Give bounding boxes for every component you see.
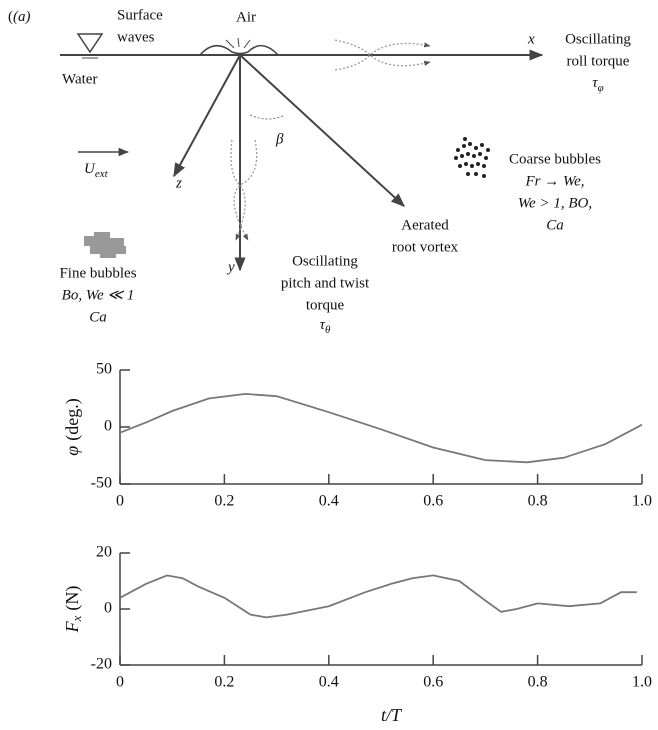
diagram-shapes (60, 33, 544, 272)
angle-label: β (275, 131, 284, 147)
x-tick-label: 1.0 (632, 493, 652, 510)
x-tick-label: 0.4 (319, 493, 339, 510)
pitch-torque-symbol: τθ (320, 317, 331, 335)
x-tick-label: 0 (116, 674, 124, 691)
y-tick-label: 50 (96, 361, 112, 378)
surface-waves-label: Surface (117, 7, 163, 23)
root-vortex-label: root vortex (392, 239, 459, 255)
roll-torque-label: Oscillating (565, 31, 631, 47)
coarse-bubbles-label: We > 1, BO, (518, 195, 592, 211)
x-axis-label: t/T (381, 705, 403, 725)
x-tick-label: 0.8 (528, 674, 548, 691)
x-tick-label: 0.2 (214, 493, 234, 510)
y-label-sub: x (69, 615, 84, 622)
y-label-symbol: φ (62, 446, 82, 456)
y-tick-label: 0 (104, 600, 112, 617)
panel-label: ((a) (8, 9, 31, 25)
roll-torque-label: roll torque (567, 53, 630, 69)
water-label: Water (62, 71, 97, 87)
data-line (119, 574, 637, 619)
y-label-unit: (N) (62, 586, 83, 611)
fine-bubbles-label: Bo, We ≪ 1 (62, 287, 135, 303)
y-tick-label: -50 (91, 475, 112, 492)
y-axis-label: Fx (N) (62, 586, 84, 634)
y-axis-label: φ (deg.) (62, 398, 83, 455)
x-tick-label: 0.2 (214, 674, 234, 691)
root-vortex-label: Aerated (401, 217, 449, 233)
axis-label: y (226, 259, 235, 275)
axis-label: z (175, 175, 182, 191)
x-tick-label: 1.0 (632, 674, 652, 691)
x-tick-label: 0.8 (528, 493, 548, 510)
fine-bubbles-label: Ca (89, 309, 107, 325)
roll-torque-symbol: τφ (592, 75, 603, 93)
axis-label: x (527, 31, 535, 47)
data-line (119, 392, 643, 464)
y-label-symbol: F (62, 620, 82, 633)
y-tick-label: 20 (96, 544, 112, 561)
surface-waves-label: waves (117, 29, 155, 45)
x-tick-label: 0.6 (423, 674, 443, 691)
coarse-bubbles-label: Coarse bubbles (509, 151, 601, 167)
fine-bubbles-label: Fine bubbles (59, 265, 136, 281)
air-label: Air (236, 9, 256, 25)
coarse-bubbles-label: Ca (546, 217, 564, 233)
y-tick-label: 0 (104, 418, 112, 435)
velocity-label: Uext (84, 161, 109, 179)
x-tick-label: 0.6 (423, 493, 443, 510)
x-tick-label: 0.4 (319, 674, 339, 691)
pitch-torque-label: Oscillating (292, 253, 358, 269)
pitch-torque-label: torque (306, 297, 345, 313)
x-tick-label: 0 (116, 493, 124, 510)
coarse-bubbles-label: Fr → We, (524, 173, 584, 189)
pitch-torque-label: pitch and twist (281, 275, 370, 291)
y-label-unit: (deg.) (62, 398, 83, 440)
y-tick-label: -20 (91, 656, 112, 673)
